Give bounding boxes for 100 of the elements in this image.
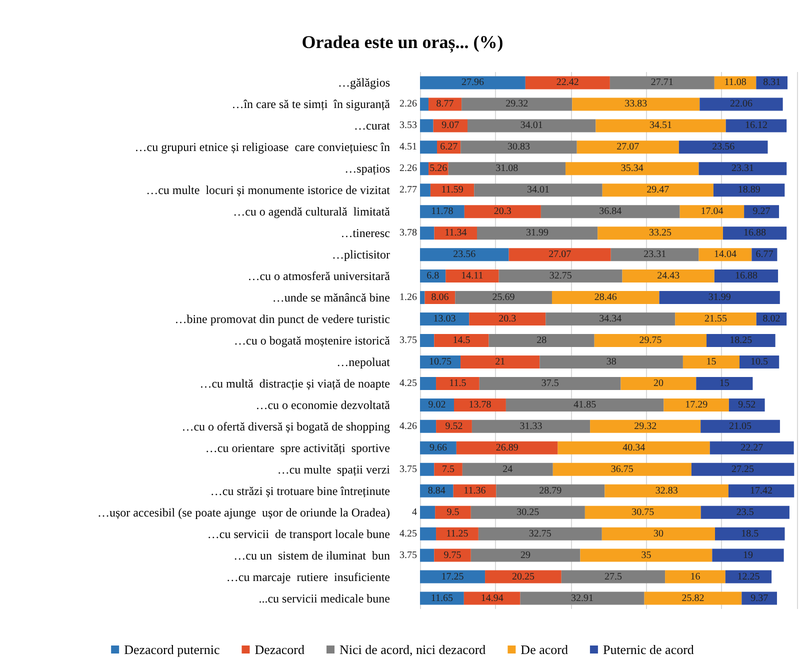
bar xyxy=(602,527,716,540)
data-label: 25.82 xyxy=(682,592,704,604)
data-label: 16.88 xyxy=(744,228,766,239)
bar xyxy=(498,270,622,283)
data-label: 32.83 xyxy=(655,485,678,496)
data-label: 21 xyxy=(495,356,506,368)
bar xyxy=(472,420,590,433)
data-label: 35.34 xyxy=(620,163,644,174)
data-label: 30 xyxy=(653,528,664,540)
bar xyxy=(420,420,436,433)
data-label: 22.27 xyxy=(740,442,764,454)
bar xyxy=(420,184,430,197)
bar xyxy=(460,140,577,154)
bar xyxy=(496,484,605,498)
data-label: 12.25 xyxy=(737,571,760,582)
bar xyxy=(665,570,726,584)
bar xyxy=(680,205,744,218)
bar xyxy=(675,312,756,326)
bar xyxy=(700,420,780,433)
data-label: 6.27 xyxy=(440,142,458,153)
bar xyxy=(420,527,436,540)
data-label: 3.75 xyxy=(400,550,417,561)
y-tick-label: …cu o economie dezvoltată xyxy=(256,398,391,412)
bar xyxy=(434,334,489,347)
bar xyxy=(713,184,785,197)
data-label: 11.5 xyxy=(449,378,466,389)
bar xyxy=(620,376,696,390)
data-label: 3.75 xyxy=(400,335,417,346)
data-label: 33.83 xyxy=(624,98,648,110)
y-tick-label: …curat xyxy=(354,118,391,133)
bar xyxy=(470,548,580,562)
data-label: 14.04 xyxy=(714,249,736,260)
data-label: 34.34 xyxy=(599,314,622,325)
bar xyxy=(420,462,434,476)
data-label: 6.77 xyxy=(756,249,774,260)
bar xyxy=(540,205,680,218)
y-tick-label: …cu străzi și trotuare bine întreținute xyxy=(210,484,390,498)
bar xyxy=(576,140,679,154)
data-label: 8.84 xyxy=(428,485,446,496)
bar xyxy=(420,291,425,304)
bar xyxy=(715,527,785,540)
bar xyxy=(420,334,434,347)
y-tick-label: …nepoluat xyxy=(336,354,391,369)
bar xyxy=(477,226,598,240)
data-label: 2.26 xyxy=(400,163,417,174)
data-label: 18.25 xyxy=(730,335,752,346)
data-label: 22.06 xyxy=(730,98,752,110)
data-label: 9.37 xyxy=(750,592,768,604)
data-label: 30.83 xyxy=(508,142,530,153)
bar xyxy=(740,355,780,368)
bar xyxy=(596,119,726,132)
data-label: 24.43 xyxy=(657,270,680,282)
data-label: 17.25 xyxy=(441,571,464,582)
bar xyxy=(420,376,436,390)
y-tick-label: …cu marcaje rutiere insuficiente xyxy=(226,570,390,584)
data-label: 23.5 xyxy=(736,506,754,518)
data-label: 27.07 xyxy=(616,142,640,153)
data-label: 22.42 xyxy=(556,77,579,88)
data-label: 16 xyxy=(690,571,700,582)
bar xyxy=(722,226,787,240)
y-tick-label: …ușor accesibil (se poate ajunge ușor de oriunde la Oradea) xyxy=(97,505,390,520)
bar xyxy=(470,506,585,519)
data-label: 34.01 xyxy=(520,120,543,132)
data-label: 11.08 xyxy=(724,77,746,88)
bar xyxy=(552,291,660,304)
data-label: 25.69 xyxy=(492,292,515,304)
y-tick-label: …gălăgios xyxy=(338,76,390,90)
y-tick-label: …spațios xyxy=(344,162,390,176)
bar xyxy=(420,76,526,90)
data-label: 8.02 xyxy=(762,314,780,325)
bar xyxy=(420,162,429,176)
bar xyxy=(682,355,740,368)
data-label: 20 xyxy=(653,378,664,389)
data-label: 4.25 xyxy=(400,528,417,540)
bar xyxy=(561,570,666,584)
data-label: 31.99 xyxy=(526,228,549,239)
data-label: 10.75 xyxy=(429,356,452,368)
data-label: 31.99 xyxy=(708,292,731,304)
y-tick-label: …cu multă distracție și viață de noapte xyxy=(200,376,390,390)
bar xyxy=(610,248,699,262)
data-label: 18.89 xyxy=(738,184,760,196)
data-label: 11.78 xyxy=(431,206,454,218)
bar xyxy=(488,334,594,347)
data-label: 21.55 xyxy=(704,314,727,325)
data-label: 11.36 xyxy=(464,485,486,496)
y-tick-label: …cu servicii de transport locale bune xyxy=(207,526,390,541)
bar xyxy=(469,312,546,326)
data-label: 27.5 xyxy=(604,571,622,582)
data-label: 23.31 xyxy=(731,163,754,174)
data-label: 32.75 xyxy=(528,528,552,540)
data-label: 9.75 xyxy=(444,550,462,561)
bar xyxy=(712,548,784,562)
bar xyxy=(478,527,602,540)
data-label: 9.66 xyxy=(429,442,447,454)
data-label: 32.75 xyxy=(549,270,572,282)
bar xyxy=(710,441,794,454)
bar xyxy=(678,140,768,154)
bar xyxy=(456,441,558,454)
data-label: 31.33 xyxy=(520,420,542,432)
data-label: 23.31 xyxy=(644,249,666,260)
